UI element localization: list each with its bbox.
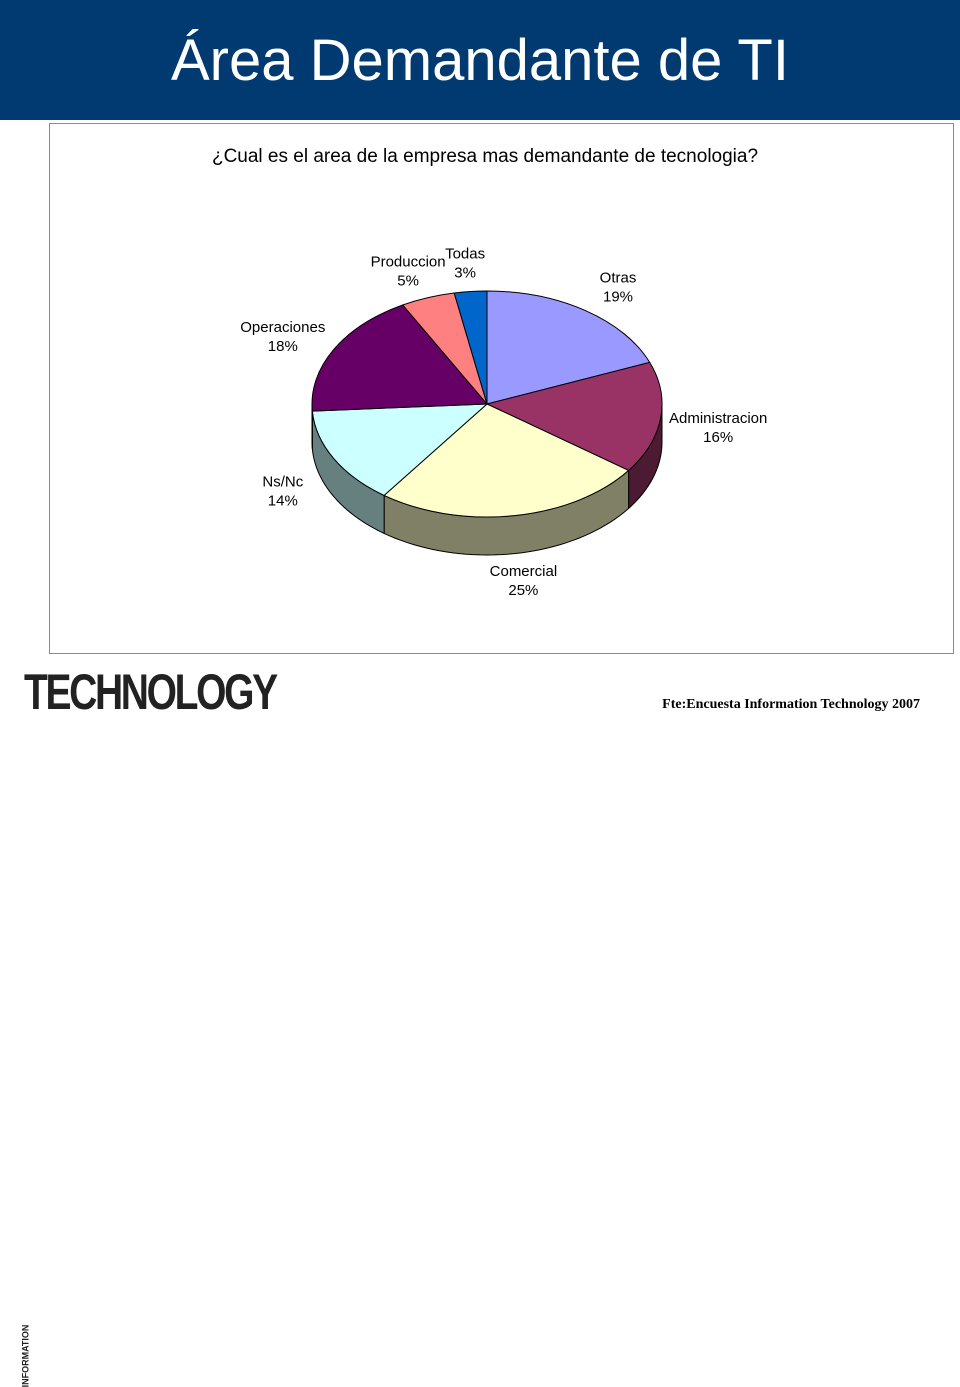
- slide-title: Área Demandante de TI: [0, 26, 960, 96]
- logo-main-text: TECHNOLOGY: [24, 664, 276, 720]
- pie-label-ns-nc: Ns/Nc: [262, 473, 303, 490]
- pie-value-label-comercial: 25%: [508, 582, 538, 599]
- pie-value-label-otras: 19%: [603, 289, 633, 306]
- pie-value-label-todas: 3%: [454, 265, 476, 282]
- pie-label-operaciones: Operaciones: [240, 319, 325, 336]
- logo-small-text: INFORMATION: [12, 1333, 24, 1381]
- source-note: Fte:Encuesta Information Technology 2007: [662, 697, 920, 713]
- pie-label-administracion: Administracion: [669, 410, 767, 427]
- pie-label-todas: Todas: [445, 246, 485, 263]
- pie-value-label-ns-nc: 14%: [268, 492, 298, 509]
- pie-chart: Otras 19% Administracion 16% Comercial 25% Ns/…: [50, 124, 953, 653]
- pie-label-comercial: Comercial: [490, 563, 558, 580]
- chart-area: ¿Cual es el area de la empresa mas deman…: [49, 123, 954, 654]
- pie-value-label-produccion: 5%: [397, 273, 419, 290]
- pie-label-otras: Otras: [600, 270, 637, 287]
- title-bar: Área Demandante de TI: [0, 0, 960, 120]
- pie-value-label-operaciones: 18%: [268, 338, 298, 355]
- pie-value-label-administracion: 16%: [703, 429, 733, 446]
- pie-label-produccion: Produccion: [371, 254, 446, 271]
